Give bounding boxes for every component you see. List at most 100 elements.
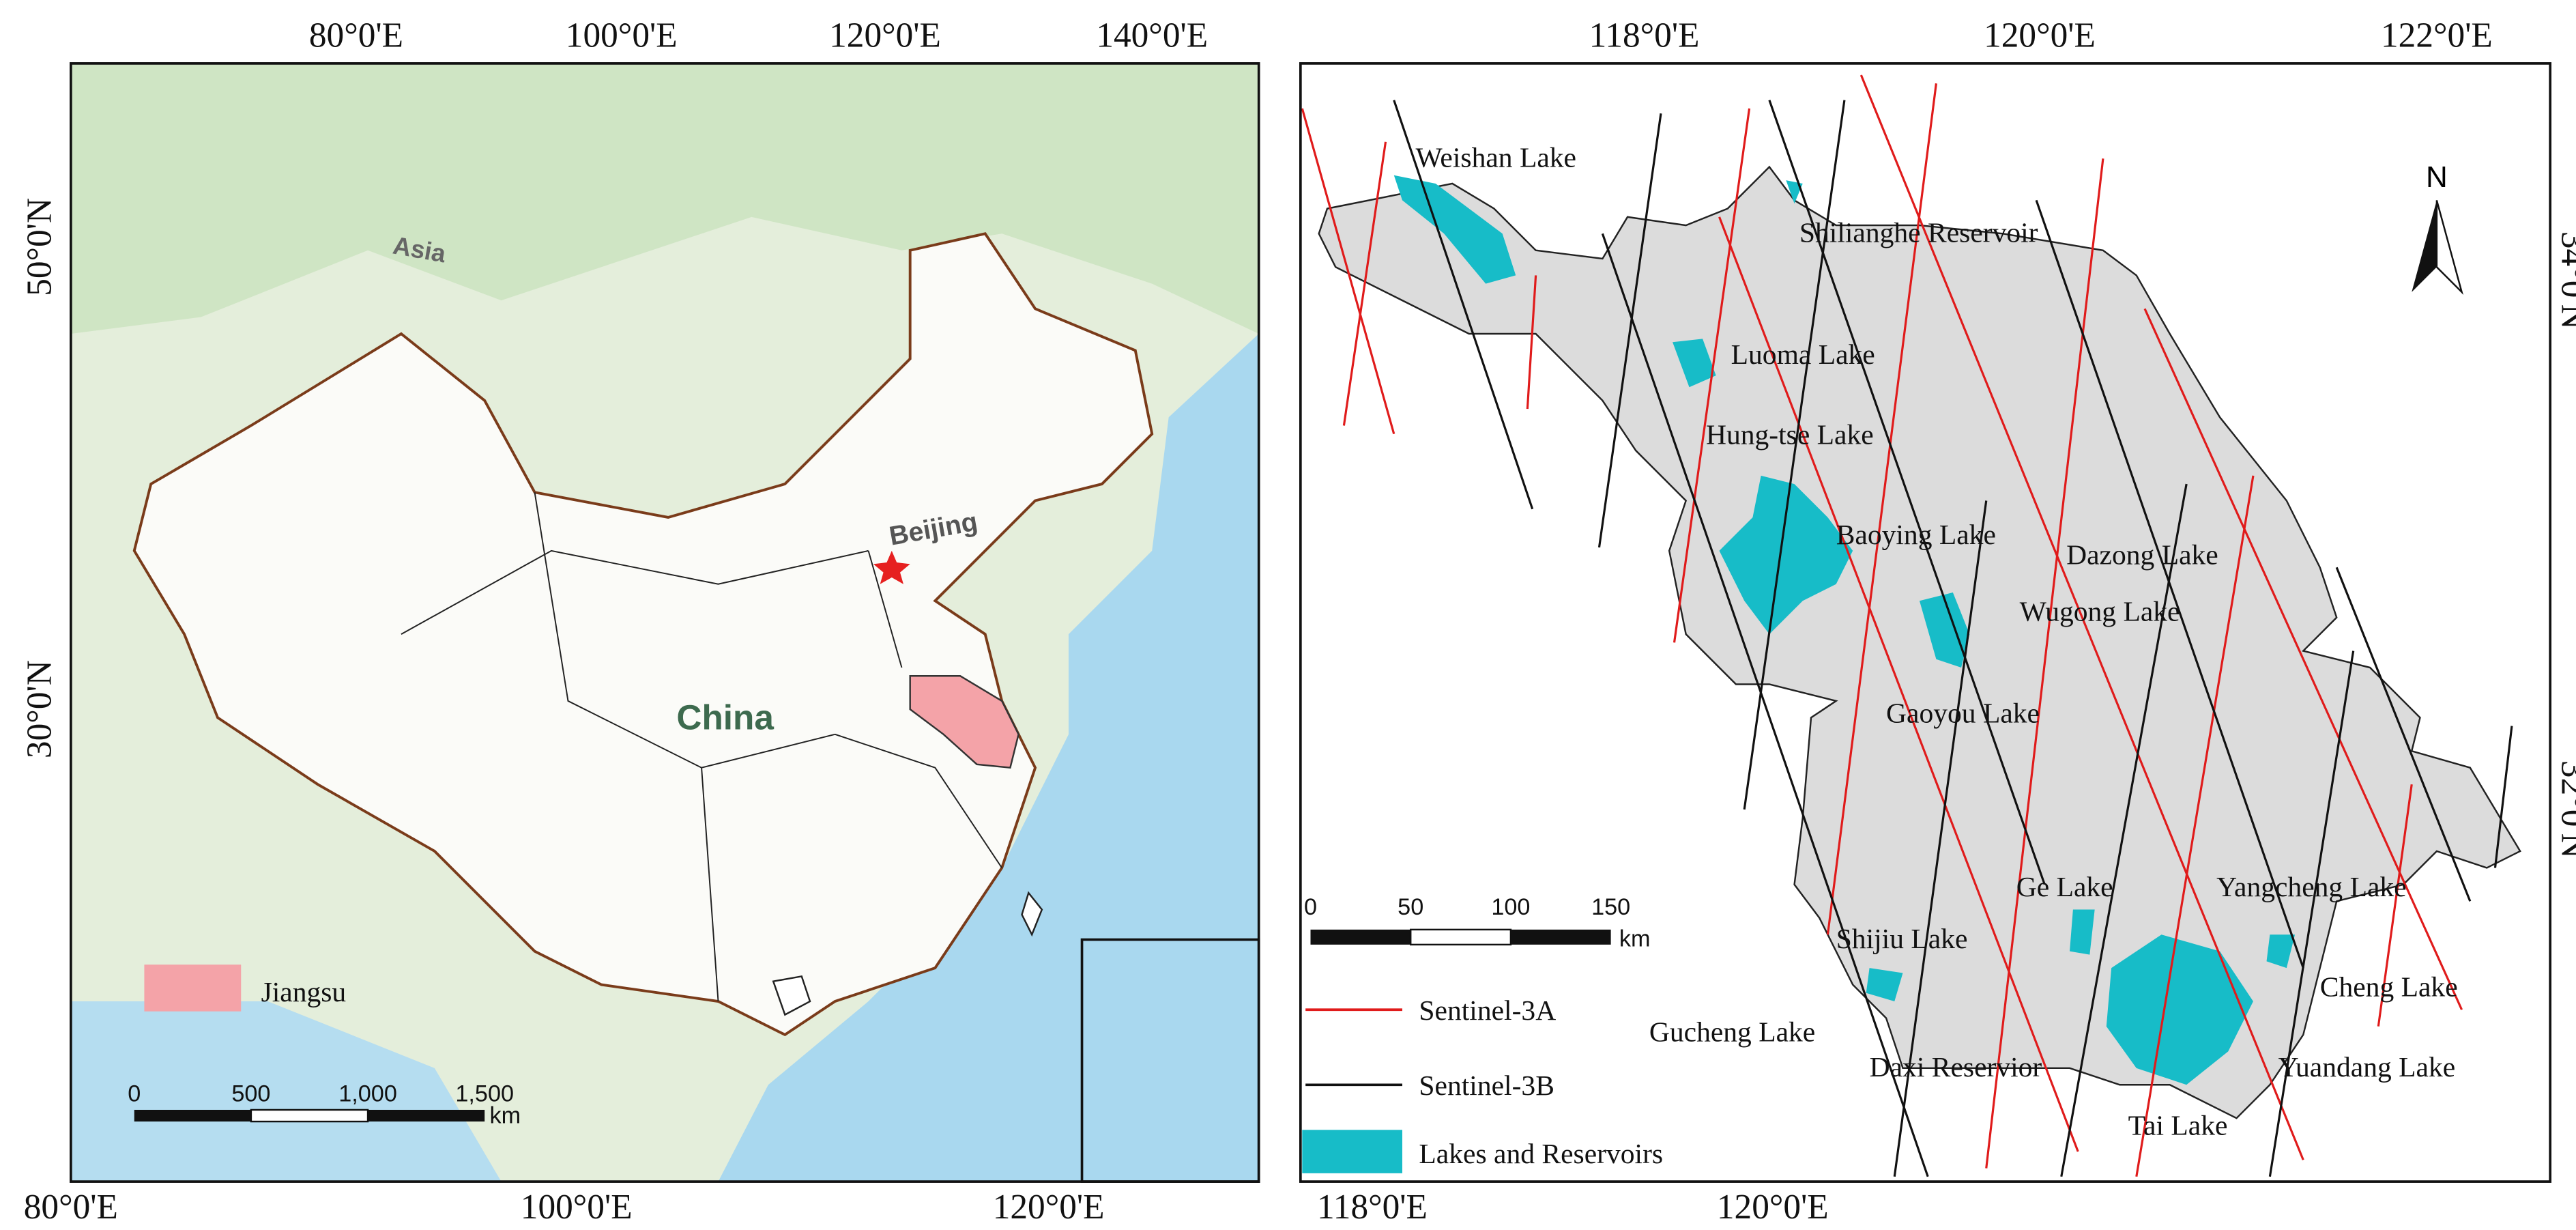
lake-label: Dazong Lake — [2066, 539, 2218, 570]
beijing-star — [873, 550, 910, 584]
track — [2143, 308, 2463, 1010]
scale-bar — [1510, 929, 1611, 945]
lake-label: Tai Lake — [2128, 1110, 2228, 1141]
tick-label: 30°0'N — [20, 660, 59, 758]
tick-label: 120°0'E — [1984, 16, 2096, 55]
scale-label: 500 — [231, 1081, 270, 1107]
legend-label: Sentinel-3B — [1419, 1070, 1554, 1101]
tick-label: 50°0'N — [20, 198, 59, 296]
north-arrow — [2412, 200, 2437, 292]
scale-unit: km — [1619, 926, 1651, 952]
lake-label: Ge Lake — [2016, 871, 2113, 902]
track — [1826, 83, 1937, 935]
tick-label: 34°0'N — [2553, 231, 2576, 330]
lake — [2266, 934, 2296, 969]
province-borders — [401, 492, 1002, 1002]
lake — [2106, 934, 2253, 1085]
track — [1743, 100, 1846, 810]
scale-bar — [1409, 928, 1512, 946]
hainan — [772, 975, 811, 1016]
track — [1601, 233, 1929, 1177]
north-label: N — [2426, 160, 2448, 194]
track — [1673, 108, 1751, 643]
scale-label: 0 — [128, 1081, 141, 1107]
taiwan — [1021, 891, 1043, 937]
lake — [2070, 909, 2095, 955]
north-arrow — [2435, 200, 2463, 296]
lake-label: Shilianghe Reservoir — [1799, 217, 2038, 248]
track — [2335, 567, 2472, 902]
tick-label: 140°0'E — [1096, 16, 1208, 55]
legend-label: Jiangsu — [261, 976, 347, 1007]
scale-label: 50 — [1398, 894, 1423, 920]
tick-label: 100°0'E — [521, 1188, 633, 1227]
track — [1768, 100, 2046, 885]
track — [2135, 475, 2255, 1177]
track — [1597, 113, 1662, 548]
northern-land — [70, 63, 1259, 334]
lake-label: Gaoyou Lake — [1886, 698, 2040, 729]
scale-bar — [1310, 929, 1411, 945]
scale-label: 1,000 — [338, 1081, 397, 1107]
track — [1301, 108, 1395, 435]
tick-label: 80°0'E — [309, 16, 403, 55]
right-map: Weishan Lake Shilianghe Reservoir Luoma … — [1299, 16, 2576, 1227]
inset-frame — [1080, 938, 1260, 1183]
tick-label: 118°0'E — [1589, 16, 1700, 55]
legend-swatch — [144, 964, 242, 1012]
scale-label: 150 — [1591, 894, 1630, 920]
sentinel-3a-tracks — [1301, 74, 2463, 1177]
scale-bar — [250, 1109, 369, 1123]
lake — [1393, 175, 1516, 284]
legend-swatch — [1302, 1130, 1402, 1173]
lake-label: Yangcheng Lake — [2216, 871, 2406, 902]
lake — [1719, 475, 1853, 635]
track — [1393, 100, 1534, 510]
lake-label: Shijiu Lake — [1836, 923, 1968, 954]
lake-label: Daxi Reservior — [1870, 1051, 2042, 1083]
scale-label: 0 — [1304, 894, 1317, 920]
scale-bar — [368, 1109, 485, 1122]
lake — [1673, 339, 1716, 388]
lake-label: Hung-tse Lake — [1706, 418, 1874, 450]
track — [1342, 141, 1387, 426]
left-map: Asia Beijing China Jiangsu 0 500 1,000 1… — [20, 16, 1260, 1227]
lake-label: Baoying Lake — [1836, 519, 1996, 550]
track — [2377, 784, 2413, 1027]
lake-label: Yuandang Lake — [2278, 1051, 2456, 1083]
lake — [1866, 968, 1903, 1002]
map-frame — [1299, 62, 2552, 1183]
tick-label: 120°0'E — [829, 16, 941, 55]
scale-bar — [134, 1109, 251, 1122]
tick-label: 120°0'E — [1717, 1188, 1829, 1227]
lake-label: Gucheng Lake — [1649, 1016, 1815, 1048]
track — [2060, 483, 2188, 1177]
lake-label: Cheng Lake — [2320, 971, 2458, 1003]
scale-label: 100 — [1491, 894, 1530, 920]
tick-label: 100°0'E — [566, 16, 678, 55]
lake-label: Wugong Lake — [2020, 596, 2180, 627]
lake-label: Luoma Lake — [1731, 339, 1875, 370]
tick-label: 122°0'E — [2381, 16, 2493, 55]
lake — [1919, 592, 1970, 668]
tick-label: 32°0'N — [2553, 760, 2576, 859]
track — [2493, 726, 2513, 868]
ocean — [718, 63, 1259, 1182]
ocean-sw — [70, 1001, 502, 1182]
scale-unit: km — [490, 1103, 521, 1129]
track — [2268, 650, 2355, 1177]
track — [2035, 199, 2304, 969]
tick-label: 118°0'E — [1317, 1188, 1428, 1227]
lake-label: Weishan Lake — [1416, 142, 1576, 173]
track — [1893, 500, 1988, 1177]
place-label: China — [676, 698, 774, 736]
track — [1526, 275, 1537, 410]
tick-label: 80°0'E — [24, 1188, 118, 1227]
legend-label: Sentinel-3A — [1419, 995, 1556, 1026]
track — [1718, 216, 2079, 1152]
map-frame — [70, 62, 1260, 1183]
china-outline — [132, 232, 1154, 1037]
track — [1985, 158, 2104, 1169]
jiangsu-region — [909, 675, 1019, 769]
